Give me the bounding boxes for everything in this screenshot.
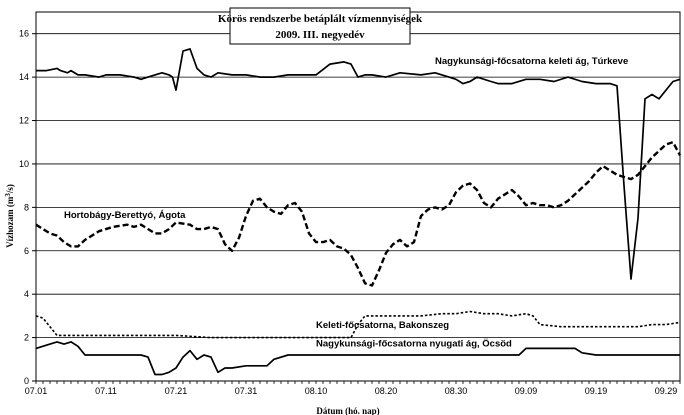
x-axis-title: Dátum (hó. nap) (316, 406, 379, 415)
series-label-2: Keleti-főcsatorna, Bakonszeg (316, 320, 449, 331)
x-tick-label-08.30: 08.30 (445, 386, 468, 396)
title-frame (229, 7, 411, 45)
x-tick-label-07.01: 07.01 (25, 386, 48, 396)
series-line-1 (35, 140, 682, 287)
series-line-2 (35, 310, 681, 339)
y-tick-label-2: 2 (24, 333, 29, 343)
y-tick-label-0: 0 (24, 376, 29, 386)
title-box: Körös rendszerbe betáplált vízmennyisége… (218, 7, 423, 45)
chart-title: Körös rendszerbe betáplált vízmennyisége… (218, 13, 423, 25)
x-tick-label-09.09: 09.09 (515, 386, 538, 396)
x-tick-label-09.29: 09.29 (655, 386, 678, 396)
y-axis-title-main: Vízhozam (m (5, 196, 15, 248)
y-tick-label-8: 8 (24, 202, 29, 212)
y-axis-title: Vízhozam (m3/s) (4, 184, 15, 248)
series-label-0: Nagykunsági-főcsatorna keleti ág, Túrkev… (435, 56, 628, 67)
chart-subtitle: 2009. III. negyedév (275, 29, 365, 41)
x-tick-label-09.19: 09.19 (585, 386, 608, 396)
series-line-0 (36, 48, 681, 280)
y-axis-title-sup: 3 (4, 193, 12, 197)
series-label-3: Nagykunsági-főcsatorna nyugati ág, Öcsöd (316, 338, 512, 349)
series-line-3 (35, 341, 680, 376)
series-labels: Nagykunsági-főcsatorna keleti ág, Túrkev… (64, 56, 628, 349)
y-tick-label-4: 4 (24, 289, 29, 299)
series-group (35, 48, 682, 376)
y-axis-title-unit: /s) (5, 184, 15, 194)
gridlines (36, 33, 680, 338)
y-tick-label-10: 10 (19, 159, 29, 169)
x-tick-label-07.21: 07.21 (165, 386, 188, 396)
y-tick-label-16: 16 (19, 29, 29, 39)
x-tick-label-08.10: 08.10 (305, 386, 328, 396)
y-tick-label-12: 12 (19, 116, 29, 126)
y-tick-label-14: 14 (19, 72, 29, 82)
y-tick-label-6: 6 (24, 246, 29, 256)
series-label-1: Hortobágy-Berettyó, Ágota (64, 210, 186, 221)
x-tick-label-08.20: 08.20 (375, 386, 398, 396)
x-tick-label-07.31: 07.31 (235, 386, 258, 396)
x-tick-label-07.11: 07.11 (95, 386, 117, 396)
